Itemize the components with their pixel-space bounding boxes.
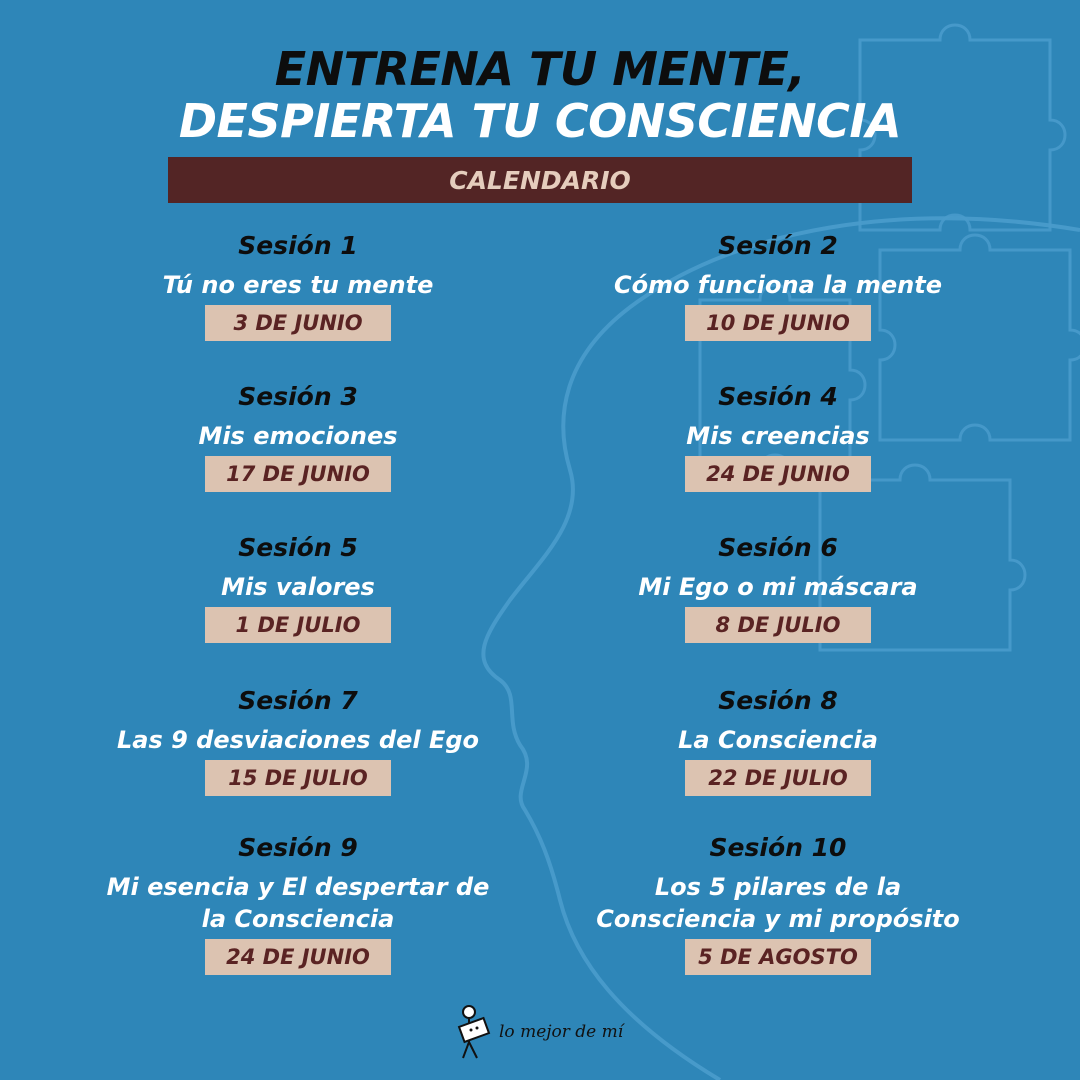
session-topic: Tú no eres tu mente <box>162 271 434 299</box>
headline-line-2: DESPIERTA TU CONSCIENCIA <box>178 94 902 148</box>
session-topic: Mis emociones <box>198 422 398 450</box>
session-label: Sesión 8 <box>718 686 838 715</box>
brand-footer: lo mejor de mí <box>455 1002 635 1062</box>
session-topic-line-2: la Consciencia <box>201 905 395 933</box>
session-label: Sesión 6 <box>718 533 838 562</box>
session-date: 1 DE JULIO <box>205 607 391 643</box>
session-card-9: Sesión 9 Mi esencia y El despertar de la… <box>38 833 558 975</box>
session-topic-line-1: Los 5 pilares de la <box>654 873 902 901</box>
session-card-7: Sesión 7 Las 9 desviaciones del Ego 15 D… <box>38 686 558 796</box>
session-label: Sesión 9 <box>238 833 358 862</box>
session-label: Sesión 2 <box>718 231 838 260</box>
session-card-8: Sesión 8 La Consciencia 22 DE JULIO <box>518 686 1038 796</box>
session-label: Sesión 1 <box>238 231 358 260</box>
session-date: 22 DE JULIO <box>685 760 871 796</box>
session-date: 8 DE JULIO <box>685 607 871 643</box>
session-label: Sesión 4 <box>718 382 838 411</box>
calendar-banner: CALENDARIO <box>168 157 912 203</box>
session-topic: Las 9 desviaciones del Ego <box>116 726 480 754</box>
session-label: Sesión 7 <box>238 686 358 715</box>
session-card-5: Sesión 5 Mis valores 1 DE JULIO <box>38 533 558 643</box>
session-topic: Mis valores <box>221 573 375 601</box>
stick-figure-holding-sign-icon <box>457 1005 491 1059</box>
session-label: Sesión 10 <box>709 833 847 862</box>
session-topic: Mi Ego o mi máscara <box>638 573 918 601</box>
session-card-1: Sesión 1 Tú no eres tu mente 3 DE JUNIO <box>38 231 558 341</box>
session-topic: Mis creencias <box>686 422 870 450</box>
session-card-6: Sesión 6 Mi Ego o mi máscara 8 DE JULIO <box>518 533 1038 643</box>
session-topic-line-2: Consciencia y mi propósito <box>596 905 960 933</box>
session-date: 3 DE JUNIO <box>205 305 391 341</box>
session-topic: Cómo funciona la mente <box>613 271 943 299</box>
session-label: Sesión 5 <box>238 533 358 562</box>
session-date: 17 DE JUNIO <box>205 456 391 492</box>
headline-line-1: ENTRENA TU MENTE, <box>274 42 806 96</box>
session-date: 15 DE JULIO <box>205 760 391 796</box>
session-card-3: Sesión 3 Mis emociones 17 DE JUNIO <box>38 382 558 492</box>
session-card-4: Sesión 4 Mis creencias 24 DE JUNIO <box>518 382 1038 492</box>
brand-name: lo mejor de mí <box>499 1022 624 1042</box>
session-date: 24 DE JUNIO <box>205 939 391 975</box>
session-date: 5 DE AGOSTO <box>685 939 871 975</box>
calendar-banner-label: CALENDARIO <box>449 165 631 195</box>
session-date: 10 DE JUNIO <box>685 305 871 341</box>
session-date: 24 DE JUNIO <box>685 456 871 492</box>
session-card-10: Sesión 10 Los 5 pilares de la Conscienci… <box>518 833 1038 975</box>
session-label: Sesión 3 <box>238 382 358 411</box>
session-topic: La Consciencia <box>678 726 878 754</box>
session-topic-line-1: Mi esencia y El despertar de <box>106 873 490 901</box>
session-card-2: Sesión 2 Cómo funciona la mente 10 DE JU… <box>518 231 1038 341</box>
